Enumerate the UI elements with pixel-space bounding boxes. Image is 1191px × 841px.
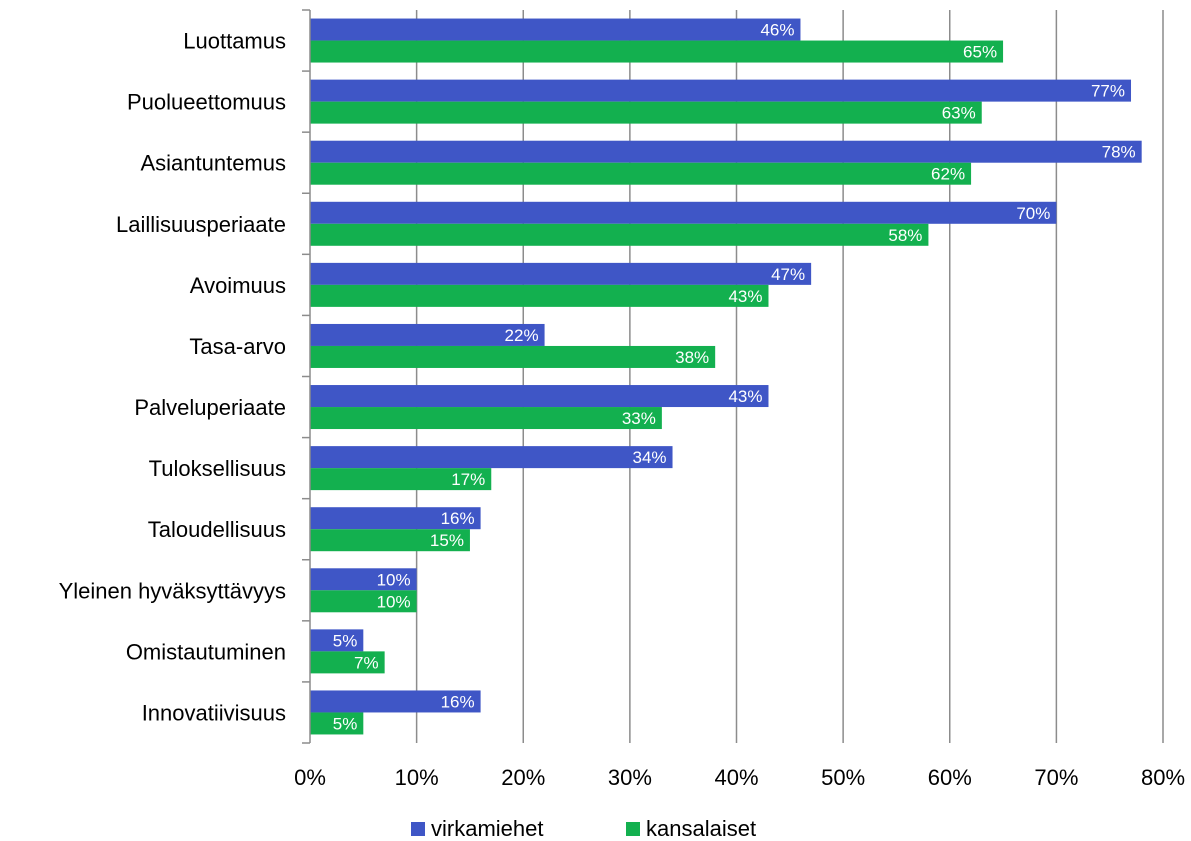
bar-value-label: 15%	[430, 531, 464, 550]
bar-virkamiehet	[310, 201, 1057, 224]
bar-value-label: 78%	[1102, 143, 1136, 162]
bar-virkamiehet	[310, 18, 801, 41]
bar-kansalaiset	[310, 40, 1004, 63]
bar-kansalaiset	[310, 712, 364, 735]
category-label: Avoimuus	[190, 273, 286, 298]
bar-value-label: 47%	[771, 265, 805, 284]
bar-kansalaiset	[310, 407, 662, 430]
bar-value-label: 43%	[728, 287, 762, 306]
bar-virkamiehet	[310, 140, 1142, 163]
bar-value-label: 62%	[931, 165, 965, 184]
bar-kansalaiset	[310, 223, 929, 246]
x-tick-label: 10%	[395, 765, 439, 790]
x-tick-label: 50%	[821, 765, 865, 790]
x-tick-label: 40%	[714, 765, 758, 790]
bar-value-label: 38%	[675, 348, 709, 367]
bar-virkamiehet	[310, 262, 812, 285]
legend-swatch-kansalaiset	[626, 822, 640, 836]
bar-kansalaiset	[310, 162, 972, 185]
category-label: Yleinen hyväksyttävyys	[59, 578, 286, 603]
bar-value-label: 22%	[505, 326, 539, 345]
bar-kansalaiset	[310, 101, 982, 124]
category-label: Tasa-arvo	[189, 334, 286, 359]
bar-kansalaiset	[310, 284, 769, 307]
bar-kansalaiset	[310, 651, 385, 674]
bar-value-label: 43%	[728, 387, 762, 406]
bar-virkamiehet	[310, 507, 481, 530]
bar-virkamiehet	[310, 629, 364, 652]
bar-value-label: 65%	[963, 43, 997, 62]
legend-label-kansalaiset: kansalaiset	[646, 816, 756, 841]
category-label: Puolueettomuus	[127, 90, 286, 115]
bar-virkamiehet	[310, 79, 1132, 102]
bar-value-label: 10%	[377, 570, 411, 589]
bars	[310, 18, 1142, 735]
x-tick-label: 70%	[1034, 765, 1078, 790]
x-tick-label: 80%	[1141, 765, 1185, 790]
bar-kansalaiset	[310, 590, 417, 613]
y-axis	[302, 9, 311, 744]
bar-value-label: 70%	[1016, 204, 1050, 223]
category-label: Laillisuusperiaate	[116, 212, 286, 237]
bar-virkamiehet	[310, 690, 481, 713]
bar-value-label: 5%	[333, 631, 358, 650]
bar-value-label: 34%	[632, 448, 666, 467]
bar-virkamiehet	[310, 323, 545, 346]
legend-label-virkamiehet: virkamiehet	[431, 816, 543, 841]
bar-value-label: 10%	[377, 592, 411, 611]
bar-kansalaiset	[310, 468, 492, 491]
category-labels: Luottamus Puolueettomuus Asiantuntemus Lail…	[59, 29, 286, 726]
category-label: Luottamus	[183, 29, 286, 54]
bar-value-label: 7%	[354, 653, 379, 672]
legend-swatch-virkamiehet	[411, 822, 425, 836]
bar-virkamiehet	[310, 446, 673, 469]
bar-virkamiehet	[310, 385, 769, 408]
category-label: Innovatiivisuus	[142, 700, 286, 725]
bar-value-label: 17%	[451, 470, 485, 489]
bar-kansalaiset	[310, 345, 716, 368]
category-label: Tuloksellisuus	[149, 456, 286, 481]
category-label: Palveluperiaate	[134, 395, 286, 420]
bar-value-label: 16%	[441, 692, 475, 711]
bar-labels: 46% 65% 77% 63% 78% 62% 70% 58% 47% 43% 22% 38% 43% 3…	[333, 21, 1136, 734]
x-tick-label: 60%	[928, 765, 972, 790]
bar-value-label: 63%	[942, 104, 976, 123]
x-tick-label: 30%	[608, 765, 652, 790]
x-axis-tick-labels: 0% 10% 20% 30% 40% 50% 60% 70% 80%	[294, 765, 1185, 790]
bar-value-label: 58%	[888, 226, 922, 245]
bar-value-label: 46%	[760, 21, 794, 40]
legend: virkamiehet kansalaiset	[411, 816, 756, 841]
category-label: Asiantuntemus	[140, 151, 286, 176]
bar-value-label: 5%	[333, 714, 358, 733]
x-tick-label: 0%	[294, 765, 326, 790]
gridlines	[415, 10, 1164, 743]
bar-virkamiehet	[310, 568, 417, 591]
bar-kansalaiset	[310, 529, 470, 552]
bar-value-label: 33%	[622, 409, 656, 428]
bar-value-label: 77%	[1091, 82, 1125, 101]
x-tick-label: 20%	[501, 765, 545, 790]
bar-value-label: 16%	[441, 509, 475, 528]
category-label: Taloudellisuus	[148, 517, 286, 542]
category-label: Omistautuminen	[126, 639, 286, 664]
